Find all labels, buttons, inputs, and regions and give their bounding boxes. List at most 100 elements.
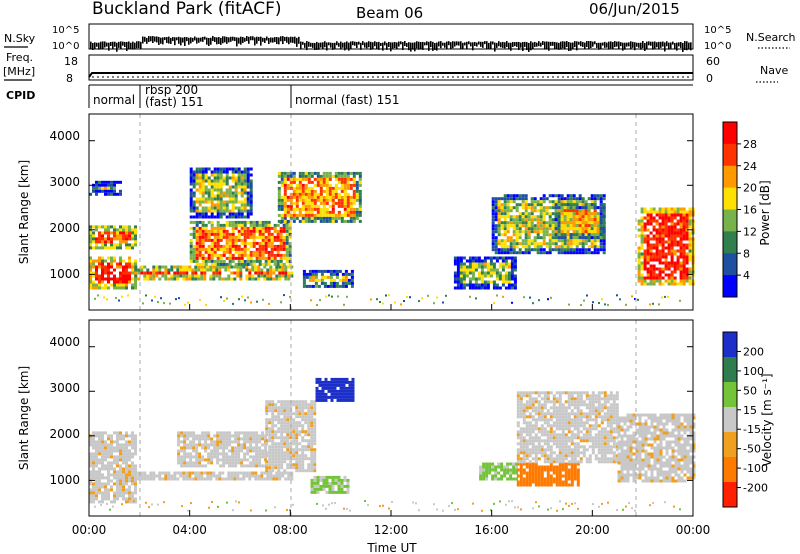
power-cell xyxy=(646,273,650,277)
power-cell xyxy=(104,183,107,187)
power-cell xyxy=(581,200,585,204)
power-cell xyxy=(116,228,119,232)
velocity-cell xyxy=(234,431,238,435)
power-cell xyxy=(682,264,686,268)
velocity-cell xyxy=(558,465,562,469)
power-cell xyxy=(249,256,253,260)
power-cell xyxy=(231,212,235,216)
velocity-cell xyxy=(283,436,287,440)
velocity-cell xyxy=(564,465,568,469)
power-cell xyxy=(314,272,318,276)
velocity-cell xyxy=(110,500,113,504)
velocity-cell xyxy=(122,476,125,480)
power-cell xyxy=(352,213,356,217)
power-cell xyxy=(347,272,351,276)
nsearch-axis: 10^5 10^0 N.Search xyxy=(704,25,796,52)
power-cell xyxy=(234,194,238,198)
velocity-cell xyxy=(98,476,101,480)
velocity-cell xyxy=(265,439,269,443)
power-cell xyxy=(584,206,588,210)
power-cell xyxy=(661,207,665,211)
nsky-bar xyxy=(686,41,688,51)
power-cell xyxy=(261,223,265,227)
power-cell xyxy=(596,206,600,210)
power-cell xyxy=(494,245,498,249)
velocity-cell xyxy=(280,433,284,437)
velocity-cell xyxy=(277,463,281,467)
power-cell xyxy=(219,203,223,207)
power-cell xyxy=(113,231,116,235)
velocity-cell xyxy=(254,477,258,481)
power-cell xyxy=(95,274,98,278)
power-cell xyxy=(92,265,95,269)
power-cell xyxy=(134,231,137,235)
nsky-bar xyxy=(574,41,576,48)
nsky-bar xyxy=(210,37,212,45)
velocity-cell xyxy=(333,392,337,396)
power-cell xyxy=(116,265,119,269)
power-cell xyxy=(278,274,282,278)
velocity-panel: 4000 3000 2000 1000 Slant Range [km] 200… xyxy=(17,319,774,517)
power-cell xyxy=(216,220,220,224)
power-cell xyxy=(557,230,561,234)
velocity-cell xyxy=(286,403,290,407)
power-cell xyxy=(557,227,561,231)
velocity-cell xyxy=(555,477,559,481)
power-cell xyxy=(667,210,671,214)
power-cell xyxy=(587,197,591,201)
velocity-cell xyxy=(186,464,190,468)
power-cell xyxy=(201,182,205,186)
power-cell xyxy=(676,243,680,247)
power-cell xyxy=(273,256,277,260)
nsky-bar xyxy=(188,37,190,45)
power-cell xyxy=(305,272,309,276)
power-noise-cell xyxy=(667,295,669,298)
power-cell xyxy=(557,212,561,216)
power-cell xyxy=(288,232,292,236)
power-cell xyxy=(228,167,232,171)
power-cell xyxy=(566,236,570,240)
power-cell xyxy=(240,223,244,227)
velocity-cell xyxy=(271,448,275,452)
power-cell xyxy=(510,256,514,260)
power-cell xyxy=(239,277,243,281)
power-cell xyxy=(572,206,576,210)
power-cell xyxy=(137,271,141,275)
power-cell xyxy=(338,284,342,288)
velocity-cell xyxy=(315,380,319,384)
power-cell xyxy=(524,197,528,201)
power-cell xyxy=(679,231,683,235)
velocity-cell xyxy=(298,457,302,461)
power-cell xyxy=(340,174,344,178)
power-cell xyxy=(569,245,573,249)
power-noise-cell xyxy=(370,298,372,301)
power-cell xyxy=(110,240,113,244)
nsky-bar xyxy=(512,41,514,47)
power-cell xyxy=(116,243,119,247)
nsky-bar xyxy=(586,41,588,48)
power-cell xyxy=(119,277,122,281)
power-noise-cell xyxy=(406,295,408,298)
power-noise-cell xyxy=(442,301,444,304)
power-cell xyxy=(343,210,347,214)
power-cell xyxy=(276,262,280,266)
velocity-cell xyxy=(313,403,317,407)
velocity-cell xyxy=(346,487,350,491)
power-cell xyxy=(584,227,588,231)
nsky-bar xyxy=(676,42,678,51)
nsky-bar xyxy=(528,42,530,52)
power-cell xyxy=(344,275,348,279)
nsky-bar xyxy=(308,41,310,47)
power-cell xyxy=(131,268,134,272)
power-cell xyxy=(311,272,315,276)
power-cell xyxy=(104,271,107,275)
velocity-cell xyxy=(222,452,226,456)
power-cell xyxy=(673,249,677,253)
velocity-cell xyxy=(337,481,341,485)
power-cell xyxy=(243,209,247,213)
power-cell xyxy=(346,171,350,175)
power-cell xyxy=(301,192,305,196)
velocity-cell xyxy=(318,380,322,384)
nsky-bar xyxy=(690,42,692,51)
velocity-cell xyxy=(107,461,110,465)
